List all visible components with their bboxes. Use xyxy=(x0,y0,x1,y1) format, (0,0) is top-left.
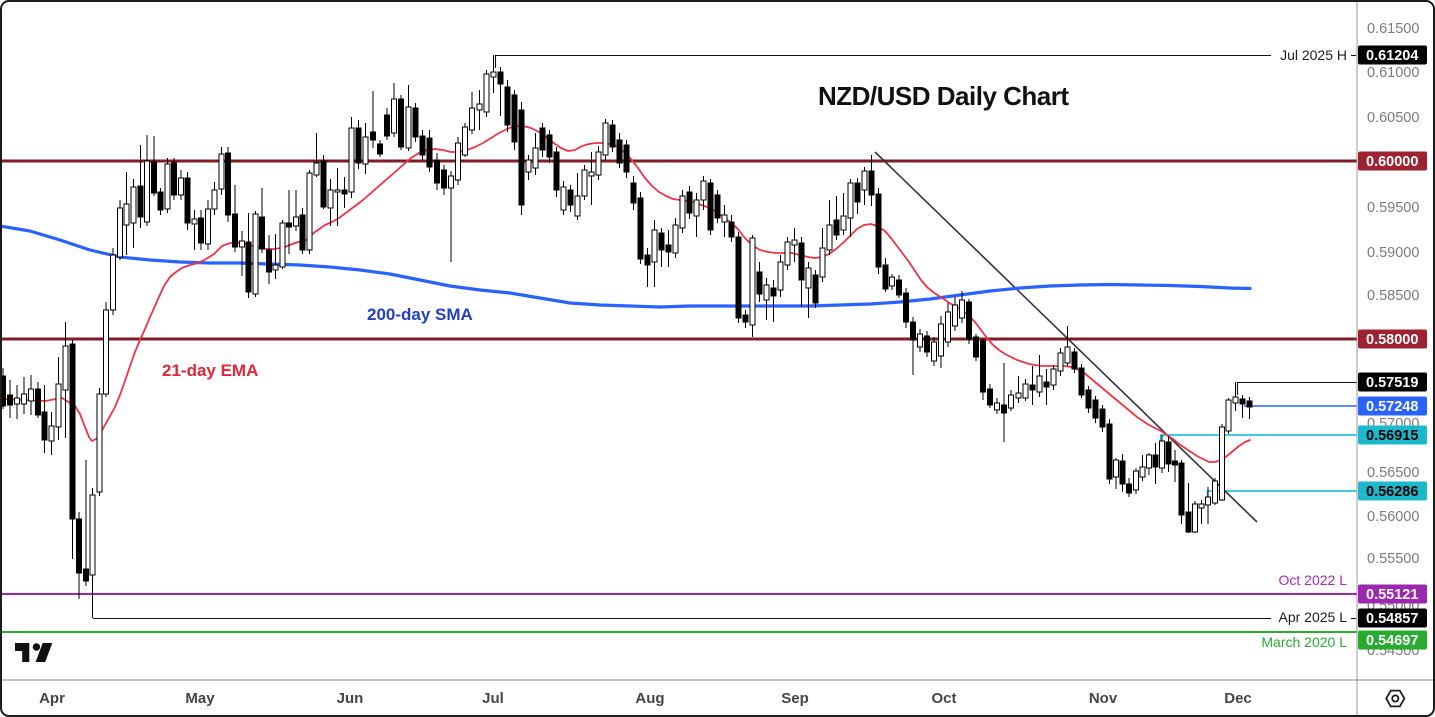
svg-text:Oct 2022 L: Oct 2022 L xyxy=(1279,572,1348,588)
svg-text:Oct: Oct xyxy=(931,690,956,707)
svg-text:0.60500: 0.60500 xyxy=(1367,110,1419,126)
svg-text:Jun: Jun xyxy=(337,690,364,707)
svg-text:0.55121: 0.55121 xyxy=(1366,587,1418,603)
svg-text:0.56000: 0.56000 xyxy=(1367,509,1419,525)
svg-text:Jul: Jul xyxy=(482,690,504,707)
svg-text:0.54857: 0.54857 xyxy=(1366,611,1418,627)
svg-text:0.61500: 0.61500 xyxy=(1367,21,1419,37)
svg-text:0.58500: 0.58500 xyxy=(1367,288,1419,304)
svg-text:0.59000: 0.59000 xyxy=(1367,245,1419,261)
svg-text:Dec: Dec xyxy=(1224,690,1252,707)
svg-text:Sep: Sep xyxy=(781,690,809,707)
svg-text:Nov: Nov xyxy=(1089,690,1118,707)
svg-text:0.55500: 0.55500 xyxy=(1367,551,1419,567)
svg-text:0.57519: 0.57519 xyxy=(1366,375,1418,391)
svg-text:0.58000: 0.58000 xyxy=(1366,332,1418,348)
svg-text:Apr 2025 L: Apr 2025 L xyxy=(1279,609,1348,625)
svg-text:May: May xyxy=(185,690,215,707)
svg-text:0.56286: 0.56286 xyxy=(1366,484,1418,500)
svg-text:0.54697: 0.54697 xyxy=(1366,633,1418,649)
svg-text:0.56500: 0.56500 xyxy=(1367,465,1419,481)
svg-text:21-day EMA: 21-day EMA xyxy=(162,361,258,380)
svg-text:0.57248: 0.57248 xyxy=(1366,399,1418,415)
svg-text:Jul 2025 H: Jul 2025 H xyxy=(1280,47,1347,63)
svg-text:Aug: Aug xyxy=(635,690,664,707)
svg-text:200-day SMA: 200-day SMA xyxy=(367,305,473,324)
svg-text:0.56915: 0.56915 xyxy=(1366,428,1418,444)
svg-text:Apr: Apr xyxy=(39,690,65,707)
svg-text:0.60000: 0.60000 xyxy=(1366,154,1418,170)
svg-text:0.61204: 0.61204 xyxy=(1366,48,1418,64)
svg-text:NZD/USD Daily Chart: NZD/USD Daily Chart xyxy=(818,81,1069,111)
svg-text:0.59500: 0.59500 xyxy=(1367,200,1419,216)
svg-text:0.61000: 0.61000 xyxy=(1367,65,1419,81)
svg-text:March 2020 L: March 2020 L xyxy=(1261,634,1347,650)
